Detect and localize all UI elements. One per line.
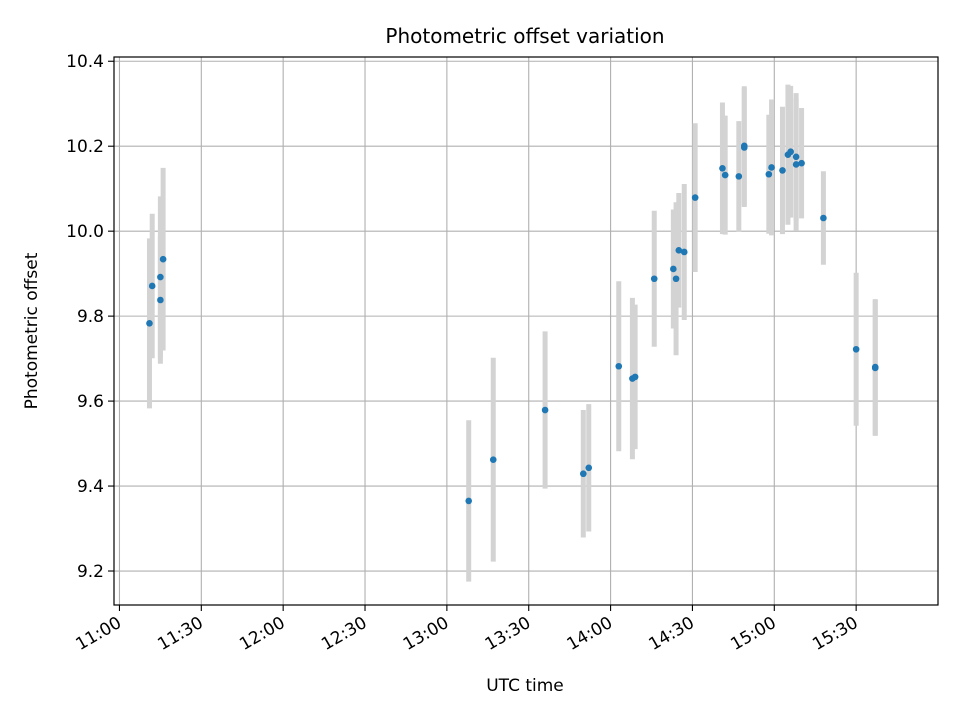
data-point xyxy=(779,167,786,174)
data-point xyxy=(735,173,743,180)
data-point xyxy=(157,273,164,281)
data-point xyxy=(489,456,497,464)
data-points xyxy=(146,142,879,505)
data-point xyxy=(871,364,879,372)
data-point xyxy=(615,362,623,370)
data-point xyxy=(719,164,726,172)
y-tick-label: 9.6 xyxy=(77,392,104,412)
y-tick-label: 10.4 xyxy=(66,52,104,72)
data-point xyxy=(672,275,680,283)
y-axis-label: Photometric offset xyxy=(22,252,42,409)
data-point xyxy=(792,153,800,161)
y-axis-ticks: 9.2 9.4 9.6 9.8 10.0 10.2 10.4 xyxy=(66,52,114,582)
chart-title: Photometric offset variation xyxy=(385,24,664,48)
data-point xyxy=(691,194,699,201)
data-point xyxy=(792,161,800,168)
data-point xyxy=(798,159,805,167)
data-point xyxy=(721,171,729,179)
data-point xyxy=(787,148,794,156)
data-point xyxy=(680,248,688,256)
y-tick-label: 9.4 xyxy=(77,477,104,497)
y-tick-label: 9.8 xyxy=(77,307,104,327)
plot-frame xyxy=(113,56,939,606)
y-tick-label: 9.2 xyxy=(77,562,104,582)
data-point xyxy=(541,406,549,414)
x-axis-label: UTC time xyxy=(486,676,564,696)
data-point xyxy=(148,282,156,290)
data-point xyxy=(631,373,639,381)
data-point xyxy=(157,296,164,304)
data-point xyxy=(852,345,860,353)
data-point xyxy=(585,464,593,472)
data-point xyxy=(768,164,775,171)
data-point xyxy=(650,275,658,283)
data-point xyxy=(675,246,683,254)
data-point xyxy=(820,214,827,222)
y-tick-label: 10.2 xyxy=(66,137,104,157)
data-point xyxy=(579,470,587,478)
data-point xyxy=(465,497,473,505)
data-point xyxy=(765,170,773,178)
data-point xyxy=(146,320,153,327)
y-tick-label: 10.0 xyxy=(66,222,104,242)
data-point xyxy=(159,255,167,263)
grid-lines xyxy=(114,57,938,605)
data-point xyxy=(670,265,677,273)
data-point xyxy=(740,142,748,150)
